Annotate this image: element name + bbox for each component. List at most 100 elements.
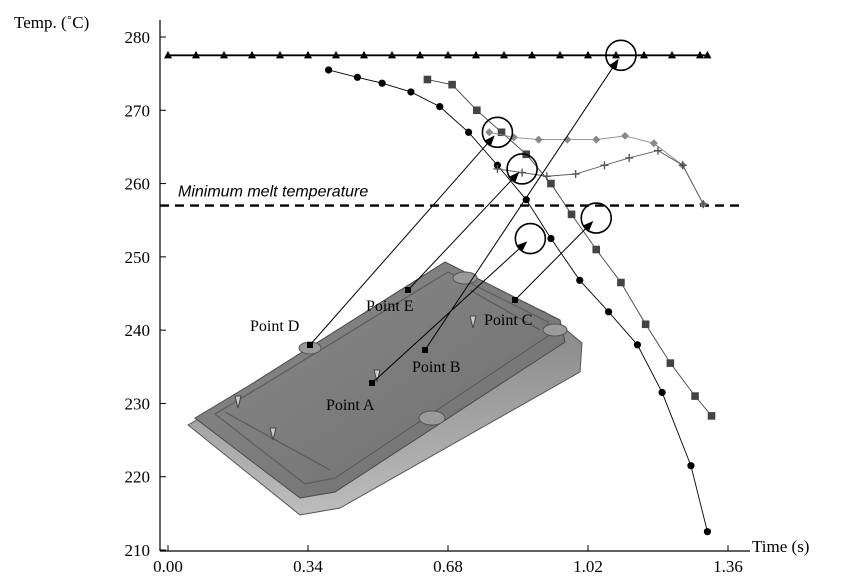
y-tick-label: 210 <box>125 541 151 560</box>
annotation-label: Point B <box>412 359 460 376</box>
data-point-plus <box>699 200 708 209</box>
data-point-square <box>423 75 432 84</box>
data-point-triangle <box>276 50 284 59</box>
data-point-plus <box>571 170 580 179</box>
annotation-arrow <box>371 241 528 384</box>
annotation-point-d: Point D <box>250 116 514 348</box>
x-tick-label: 1.36 <box>713 557 743 576</box>
data-point-triangle <box>696 50 704 59</box>
x-axis-title: Time (s) <box>752 537 809 556</box>
pin-4 <box>234 395 242 409</box>
annotation-point-a: Point A <box>326 222 547 414</box>
series-layer <box>164 50 716 536</box>
data-point-diamond <box>621 131 630 140</box>
data-point-triangle <box>472 50 480 59</box>
data-point-circle <box>703 528 712 536</box>
data-point-diamond <box>592 135 601 144</box>
data-point-circle <box>547 234 555 243</box>
data-point-triangle <box>640 50 648 59</box>
annotation-circle <box>580 202 613 234</box>
pin-2 <box>373 369 381 383</box>
series-line-plus <box>497 150 704 205</box>
annotation-circle <box>481 116 514 149</box>
series-circle <box>324 66 712 536</box>
data-point-triangle <box>668 50 676 59</box>
x-tick-label: 0.00 <box>153 557 183 576</box>
data-point-circle <box>436 103 444 111</box>
data-point-triangle <box>304 50 312 59</box>
data-point-triangle <box>388 50 396 59</box>
data-point-square <box>547 179 555 188</box>
part-rib-2 <box>469 289 541 331</box>
data-point-circle <box>324 66 333 74</box>
data-point-plus <box>654 146 662 155</box>
data-point-circle <box>687 462 695 470</box>
data-point-plus <box>542 172 551 181</box>
data-point-diamond <box>649 139 658 148</box>
data-point-circle <box>464 128 473 136</box>
annotation-label: Point D <box>250 318 299 335</box>
annotation-label: Point E <box>366 298 414 315</box>
data-point-circle <box>353 73 362 81</box>
annotation-label: Point C <box>484 312 532 329</box>
annotation-anchor <box>405 287 411 293</box>
data-point-diamond <box>485 128 494 137</box>
data-point-circle <box>658 388 666 397</box>
data-point-triangle <box>192 50 200 59</box>
annotation-circle <box>514 222 547 255</box>
series-plus <box>493 146 708 209</box>
data-point-square <box>567 210 576 219</box>
reference-line-group: Minimum melt temperature <box>160 184 740 207</box>
annotation-circle <box>506 153 538 185</box>
data-point-circle <box>378 79 386 87</box>
data-point-triangle <box>528 50 536 59</box>
part-rib-1 <box>224 411 331 471</box>
x-tick-label: 0.68 <box>433 557 463 576</box>
y-tick-label: 250 <box>125 248 151 267</box>
data-point-triangle <box>500 50 508 59</box>
data-point-triangle <box>248 50 256 59</box>
data-point-circle <box>522 196 530 204</box>
data-point-diamond <box>563 135 572 144</box>
annotation-anchor <box>307 342 313 348</box>
data-point-circle <box>633 341 642 349</box>
pin-1 <box>269 427 277 441</box>
data-point-plus <box>600 161 609 170</box>
annotation-circle <box>605 39 637 72</box>
annotation-arrow <box>424 58 619 351</box>
data-point-triangle <box>444 50 452 59</box>
y-tick-label: 220 <box>125 468 151 487</box>
annotation-point-c: Point C <box>484 202 613 329</box>
annotation-layer: Point A Point B Point C Point D Point E <box>250 39 637 414</box>
x-tick-label: 1.02 <box>573 557 603 576</box>
annotation-anchor <box>512 297 518 303</box>
x-tick-label: 0.34 <box>293 557 323 576</box>
data-point-plus <box>518 168 527 177</box>
annotation-anchor <box>369 380 375 386</box>
data-point-square <box>448 80 456 89</box>
data-point-circle <box>604 308 613 316</box>
data-point-triangle <box>332 50 340 59</box>
data-point-triangle <box>556 50 564 59</box>
data-point-square <box>691 392 699 400</box>
axes: 210 220 230 240 250 260 270 280 0.00 0.34 0.68 1.02… <box>14 13 809 576</box>
data-point-square <box>707 412 716 420</box>
y-tick-label: 260 <box>125 175 151 194</box>
y-tick-label: 280 <box>125 28 151 47</box>
data-point-triangle <box>164 50 172 59</box>
data-point-square <box>592 245 601 254</box>
data-point-triangle <box>703 50 712 59</box>
annotation-arrow <box>407 172 520 291</box>
y-axis-title: Temp. (˚C) <box>14 13 89 32</box>
data-point-square <box>666 359 675 367</box>
min-melt-temperature-label: Minimum melt temperature <box>178 184 368 201</box>
annotation-label: Point A <box>326 397 375 414</box>
annotation-point-b: Point B <box>412 39 637 376</box>
data-point-plus <box>625 153 634 162</box>
data-point-square <box>617 278 625 287</box>
data-point-circle <box>576 276 584 284</box>
y-tick-label: 270 <box>125 101 151 120</box>
annotation-point-e: Point E <box>366 153 538 315</box>
